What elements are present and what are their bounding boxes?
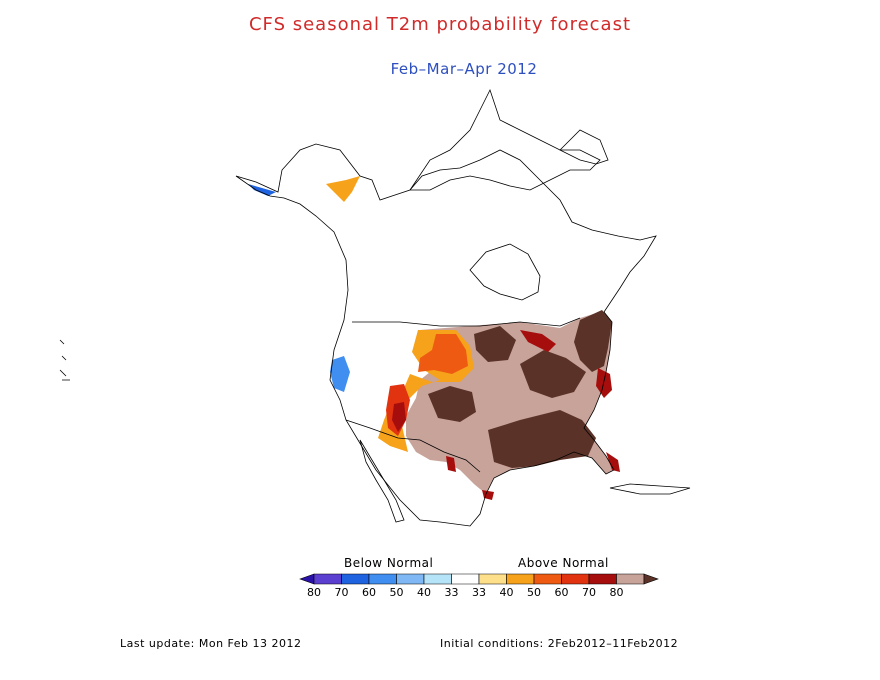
above-max-region-northeast: [574, 310, 612, 372]
us-mexico-border: [345, 419, 481, 473]
above-max-region-plains: [428, 386, 476, 422]
below-50-region-pacific-coast: [330, 356, 350, 392]
map-subtitle: Feb–Mar–Apr 2012: [390, 60, 538, 78]
map-title: CFS seasonal T2m probability forecast: [248, 14, 632, 35]
legend-tick-label: 80: [610, 586, 624, 599]
legend-box-below-80: [299, 573, 315, 585]
legend-box-above-40: [506, 573, 535, 585]
legend-ticks: 80 70 60 50 40 33 33 40 50 60 70 80: [307, 586, 624, 599]
last-update: Last update: Mon Feb 13 2012: [120, 637, 302, 650]
legend-box-below-60: [341, 573, 370, 585]
legend-tick-label: 33: [472, 586, 486, 599]
above-max-region-upper-midwest: [474, 326, 516, 362]
greenland-tip: [559, 129, 609, 165]
legend-tick-label: 70: [335, 586, 349, 599]
legend-box-above-33: [478, 573, 507, 585]
above-max-region-ohio-valley: [520, 350, 586, 398]
legend-tick-label: 40: [500, 586, 514, 599]
above-max-region-southeast: [488, 410, 596, 468]
above-70-region-southwest: [392, 402, 406, 432]
legend-tick-label: 40: [417, 586, 431, 599]
legend-box-below-70: [313, 573, 342, 585]
legend-box-above-70: [588, 573, 617, 585]
above-70-region-south-texas: [482, 490, 494, 500]
color-legend: 80 70 60 50 40 33 33 40 50 60 70 80: [299, 573, 659, 599]
legend-tick-label: 50: [527, 586, 541, 599]
legend-below-label: Below Normal: [344, 556, 434, 570]
below-60-region-aleutians: [248, 184, 276, 196]
legend-above-label: Above Normal: [518, 556, 609, 570]
above-70-region-great-lakes: [520, 330, 556, 352]
legend-box-above-max: [643, 573, 659, 585]
baja-california: [359, 439, 405, 523]
above-50-region-plains: [418, 334, 468, 374]
canada-us-border: [352, 317, 581, 327]
legend-box-below-40: [396, 573, 425, 585]
legend-bar: [299, 573, 659, 585]
legend-box-above-50: [533, 573, 562, 585]
legend-tick-label: 60: [555, 586, 569, 599]
probability-shading: [248, 176, 620, 500]
above-40-region-alaska: [326, 176, 360, 202]
legend-tick-label: 33: [445, 586, 459, 599]
legend-box-near: [451, 573, 480, 585]
legend-tick-label: 60: [362, 586, 376, 599]
above-70-region-florida: [606, 452, 620, 472]
hawaii-islands: [59, 339, 70, 381]
legend-tick-label: 70: [582, 586, 596, 599]
legend-box-below-33: [423, 573, 452, 585]
initial-conditions: Initial conditions: 2Feb2012–11Feb2012: [440, 637, 679, 650]
hudson-bay: [469, 243, 541, 301]
coastline-borders: [59, 88, 691, 527]
above-70-region-west-texas: [446, 456, 456, 472]
legend-box-above-80: [616, 573, 645, 585]
caribbean-cuba: [609, 483, 691, 495]
legend-tick-label: 50: [390, 586, 404, 599]
legend-tick-label: 80: [307, 586, 321, 599]
legend-box-below-50: [368, 573, 397, 585]
legend-box-above-60: [561, 573, 590, 585]
arctic-islands: [409, 88, 601, 191]
above-70-region-mid-atlantic: [596, 368, 612, 398]
